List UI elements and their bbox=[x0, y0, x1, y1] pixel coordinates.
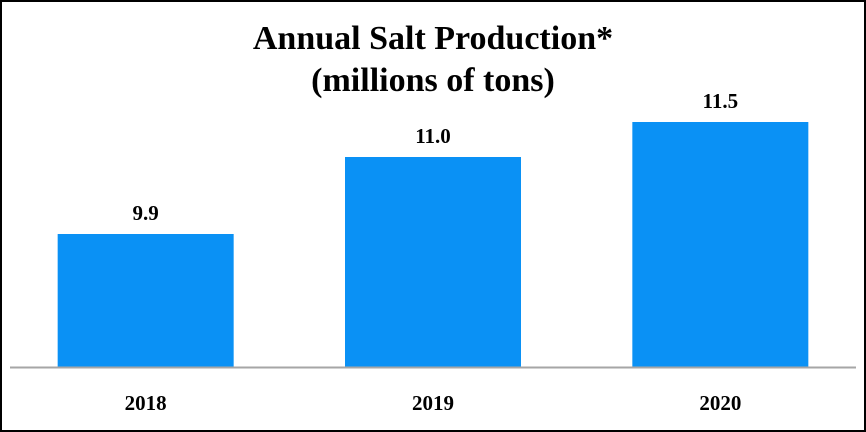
chart-title: Annual Salt Production* bbox=[252, 20, 614, 57]
bar-2019 bbox=[345, 157, 521, 367]
bar-2018 bbox=[57, 234, 234, 367]
data-label-2019: 11.0 bbox=[415, 124, 451, 148]
x-tick-label-2020: 2020 bbox=[699, 391, 741, 415]
data-label-2018: 9.9 bbox=[133, 201, 159, 225]
chart-title-block: Annual Salt Production* (millions of ton… bbox=[2, 18, 864, 102]
x-tick-label-2019: 2019 bbox=[412, 391, 454, 415]
labels-group: 9.9 2018 11.0 2019 11.5 2020 bbox=[125, 89, 742, 415]
bars-group bbox=[57, 122, 809, 367]
data-label-2020: 11.5 bbox=[703, 89, 739, 113]
chart-subtitle: (millions of tons) bbox=[311, 62, 555, 99]
x-tick-label-2018: 2018 bbox=[125, 391, 167, 415]
bar-2020 bbox=[632, 122, 809, 367]
